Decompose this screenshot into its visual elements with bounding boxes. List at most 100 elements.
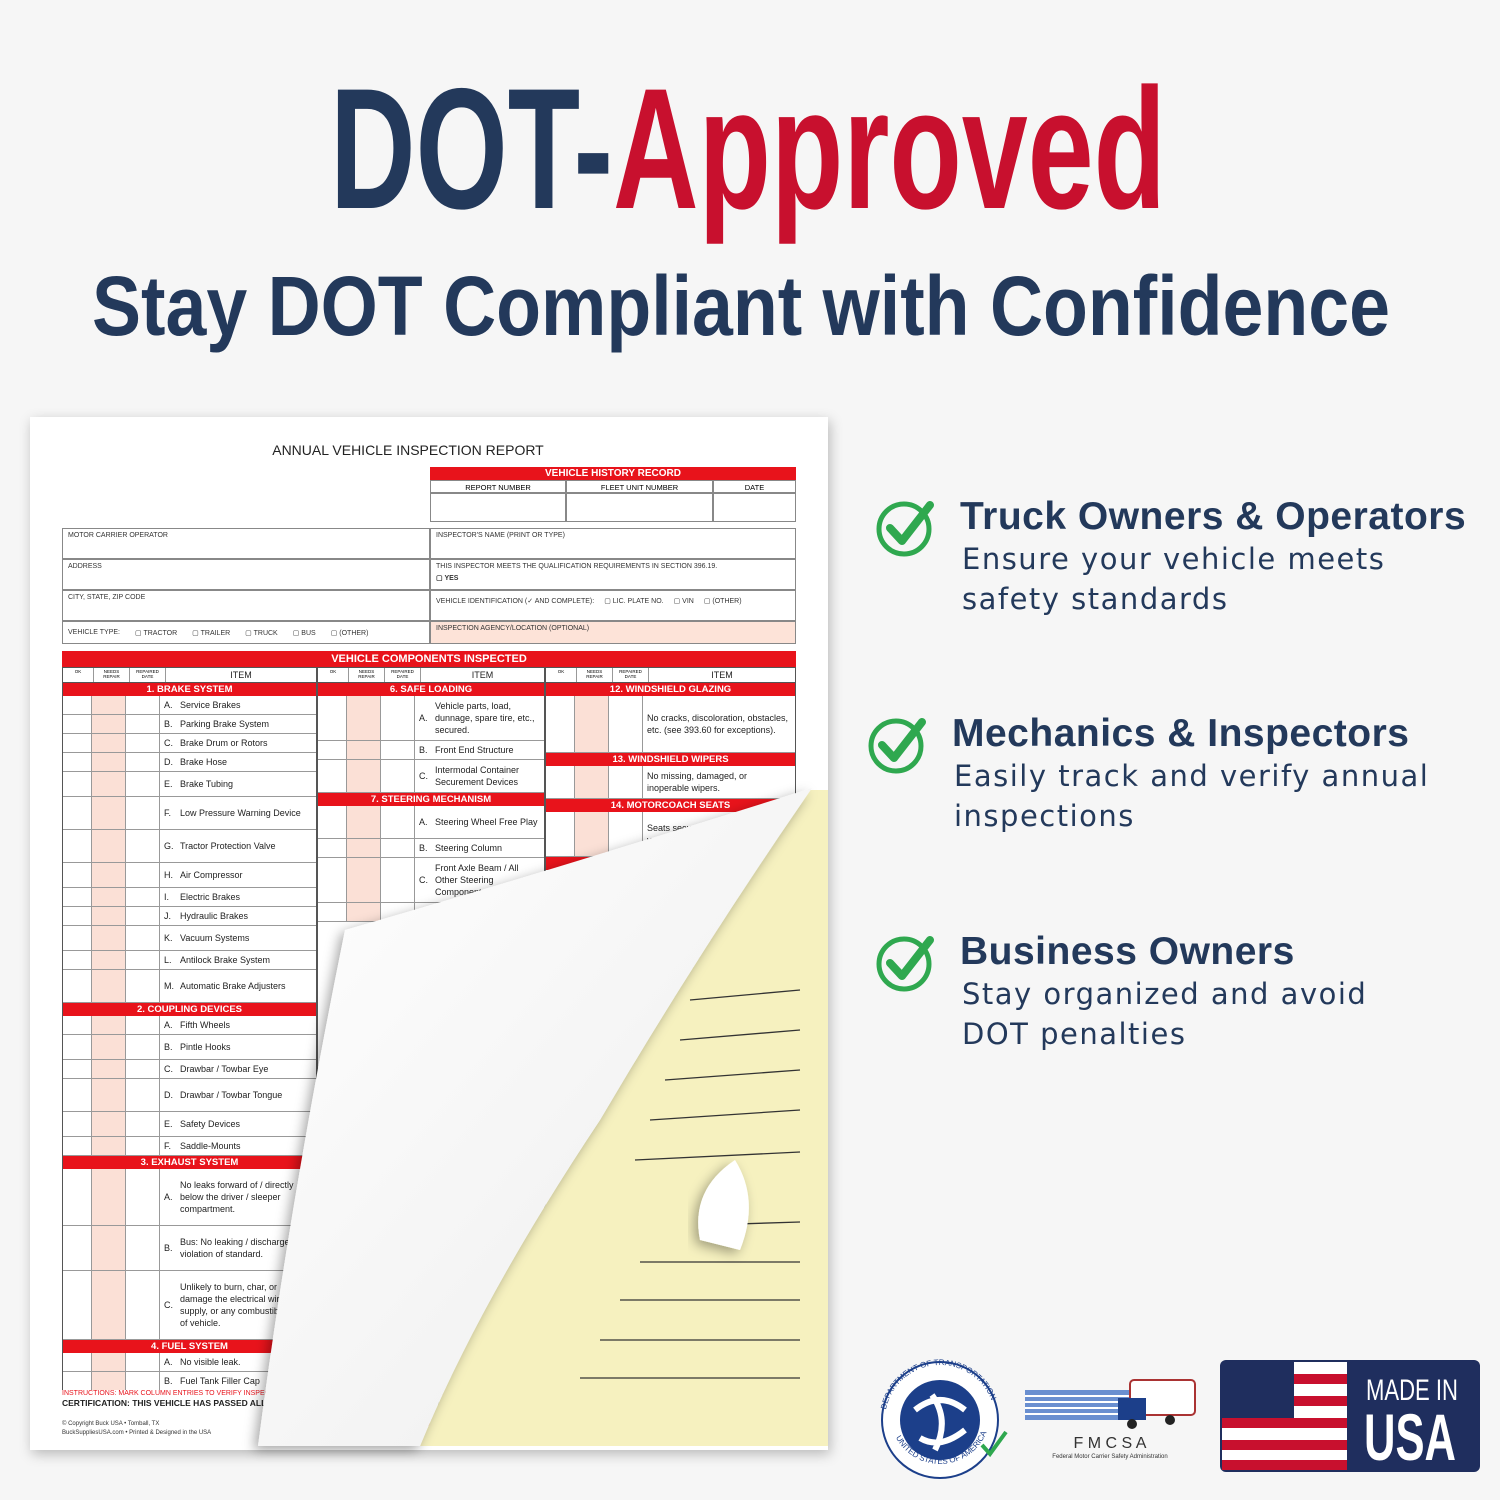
item-cell: I. Electric Brakes bbox=[160, 888, 316, 906]
item-cell: Seats securely fastened to the vehicle s… bbox=[643, 812, 795, 856]
item-text: Steering Wheel Free Play bbox=[435, 817, 538, 827]
item-cell: A. No visible leak. bbox=[160, 1353, 316, 1371]
feature-text: Ensure your vehicle meets safety standar… bbox=[962, 542, 1386, 616]
section-title: 2. COUPLING DEVICES bbox=[63, 1003, 316, 1016]
qualification: THIS INSPECTOR MEETS THE QUALIFICATION R… bbox=[436, 563, 718, 570]
item-row: K. Vacuum Systems bbox=[63, 926, 316, 951]
item-row: No missing, damaged, or inoperable wiper… bbox=[546, 766, 795, 799]
date-cell bbox=[126, 696, 160, 714]
repair-cell bbox=[347, 858, 381, 902]
ok-cell bbox=[546, 766, 575, 798]
ok-cell bbox=[318, 741, 347, 759]
item-text: Tractor Protection Valve bbox=[180, 841, 276, 851]
item-letter: H. bbox=[164, 870, 173, 880]
item-letter: A. bbox=[419, 817, 428, 827]
ok-cell bbox=[63, 1060, 92, 1078]
ok-cell bbox=[63, 830, 92, 862]
ok-cell bbox=[318, 760, 347, 792]
item-text: Pintle Hooks bbox=[180, 1042, 231, 1052]
section-title: 14. MOTORCOACH SEATS bbox=[546, 799, 795, 812]
date-cell bbox=[126, 951, 160, 969]
item-letter: C. bbox=[164, 1300, 173, 1310]
section-title: 13. WINDSHIELD WIPERS bbox=[546, 753, 795, 766]
date-cell bbox=[126, 888, 160, 906]
item-text: Parking Brake System bbox=[180, 719, 270, 729]
item-row: D. Brake Hose bbox=[63, 753, 316, 772]
vehicle-type: VEHICLE TYPE: ▢ TRACTOR ▢ TRAILER ▢ TRUCK ▢ … bbox=[62, 621, 430, 644]
item-text: Brake Drum or Rotors bbox=[180, 738, 268, 748]
item-letter: E. bbox=[164, 1119, 173, 1129]
repair-cell bbox=[92, 772, 126, 796]
item-row: Seats securely fastened to the vehicle s… bbox=[546, 812, 795, 857]
item-row: B. Front End Structure bbox=[318, 741, 544, 760]
section-title: 6. SAFE LOADING bbox=[318, 683, 544, 696]
ok-cell bbox=[63, 1112, 92, 1136]
item-letter: B. bbox=[419, 843, 428, 853]
item-text: Brake Hose bbox=[180, 757, 228, 767]
ok-cell bbox=[546, 696, 575, 752]
item-cell: L. Antilock Brake System bbox=[160, 951, 316, 969]
repair-cell bbox=[92, 734, 126, 752]
date-cell bbox=[126, 1079, 160, 1111]
item-letter: C. bbox=[164, 1064, 173, 1074]
date-cell bbox=[381, 741, 415, 759]
date-cell bbox=[126, 715, 160, 733]
item-letter: I. bbox=[164, 892, 170, 902]
item-letter: A. bbox=[164, 1357, 173, 1367]
repair-cell bbox=[92, 1035, 126, 1059]
item-row: A. Vehicle parts, load, dunnage, spare ti… bbox=[318, 696, 544, 741]
item-cell: G. Tractor Protection Valve bbox=[160, 830, 316, 862]
item-row: List any other condition(s) which may pr… bbox=[546, 940, 795, 997]
ok-cell bbox=[318, 858, 347, 902]
item-text: Seats securely fastened to the vehicle s… bbox=[647, 823, 769, 845]
item-text: Unlikely to burn, char, or damage the el… bbox=[180, 1282, 312, 1328]
date-cell bbox=[126, 1169, 160, 1225]
item-cell: A. No leaks forward of / directly below t… bbox=[160, 1169, 316, 1225]
column-header-cell: REPAIRED DATE bbox=[385, 668, 421, 682]
ok-cell bbox=[63, 753, 92, 771]
item-cell: A. Service Brakes bbox=[160, 696, 316, 714]
date-cell bbox=[609, 940, 643, 996]
headline: DOT-Approved bbox=[330, 53, 1166, 245]
item-row: B. Fuel Tank Filler Cap bbox=[63, 1372, 316, 1390]
history-cell bbox=[713, 493, 796, 522]
repair-cell bbox=[92, 970, 126, 1002]
field: INSPECTION AGENCY/LOCATION (OPTIONAL) bbox=[430, 621, 796, 644]
ok-cell bbox=[546, 940, 575, 996]
repair-cell bbox=[347, 760, 381, 792]
repair-cell bbox=[575, 696, 609, 752]
item-letter: L. bbox=[164, 955, 172, 965]
item-text: Automatic Brake Adjusters bbox=[180, 981, 286, 991]
date-cell bbox=[609, 696, 643, 752]
date-cell bbox=[126, 1353, 160, 1371]
column-header: OK NEEDS REPAIR REPAIRED DATE ITEM bbox=[317, 667, 545, 683]
inspection-column: 12. WINDSHIELD GLAZING No cracks, discolo… bbox=[545, 683, 796, 1390]
item-row: D. Steering Gear Box bbox=[318, 903, 544, 922]
ok-cell bbox=[63, 1035, 92, 1059]
yes: ▢ YES bbox=[436, 575, 459, 582]
column-header: OK NEEDS REPAIR REPAIRED DATE ITEM bbox=[545, 667, 796, 683]
item-cell: No missing, damaged, or inoperable wiper… bbox=[643, 766, 795, 798]
item-text: Steering Column bbox=[435, 843, 503, 853]
item-row: C. Brake Drum or Rotors bbox=[63, 734, 316, 753]
vehicle-type-label: VEHICLE TYPE: bbox=[68, 629, 121, 636]
ok-cell bbox=[63, 1271, 92, 1339]
field: CITY, STATE, ZIP CODE bbox=[62, 590, 430, 621]
item-text: No cracks, discoloration, obstacles, etc… bbox=[647, 713, 789, 735]
item-cell: M. Automatic Brake Adjusters bbox=[160, 970, 316, 1002]
date-cell bbox=[381, 806, 415, 838]
ok-cell bbox=[63, 1226, 92, 1270]
vehicle-type-option: ▢ TRAILER bbox=[192, 629, 231, 637]
item-text: Vehicle parts, load, dunnage, spare tire… bbox=[435, 701, 535, 735]
item-cell: E. Brake Tubing bbox=[160, 772, 316, 796]
date-cell bbox=[126, 1112, 160, 1136]
inspection-column: 6. SAFE LOADING A. Vehicle parts, load, du… bbox=[317, 683, 545, 1390]
fmcsa-full: Federal Motor Carrier Safety Administrat… bbox=[1052, 1454, 1167, 1460]
repair-cell bbox=[347, 696, 381, 740]
item-cell: K. Vacuum Systems bbox=[160, 926, 316, 950]
item-cell: A. Fifth Wheels bbox=[160, 1016, 316, 1034]
date-cell bbox=[126, 772, 160, 796]
section-title: 4. FUEL SYSTEM bbox=[63, 1340, 316, 1353]
identification-label: VEHICLE IDENTIFICATION (✓ AND COMPLETE): bbox=[436, 598, 595, 605]
item-row: C. Front Axle Beam / All Other Steering C… bbox=[318, 858, 544, 903]
